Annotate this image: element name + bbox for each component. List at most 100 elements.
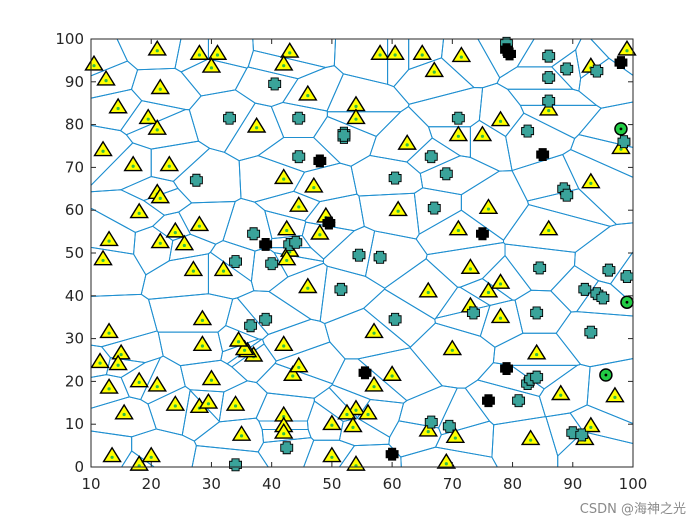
plus-marker	[280, 441, 294, 455]
x-tick-label: 90	[563, 475, 582, 493]
circle-center-dot	[604, 373, 608, 377]
triangle-center-dot	[221, 269, 226, 273]
triangle-center-dot	[155, 385, 159, 389]
triangle-marker	[282, 365, 303, 381]
plus-marker	[229, 458, 242, 472]
triangle-marker	[445, 427, 466, 444]
y-tick-label: 100	[55, 30, 84, 48]
plus-marker-black	[482, 394, 495, 408]
triangle-center-dot	[426, 430, 430, 434]
triangle-center-dot	[318, 233, 322, 237]
triangle-marker	[442, 339, 463, 356]
triangle-center-dot	[282, 344, 286, 348]
triangle-center-dot	[242, 348, 247, 352]
triangle-center-dot	[191, 269, 195, 273]
triangle-center-dot	[158, 196, 162, 200]
x-tick-label: 70	[443, 475, 462, 493]
triangle-center-dot	[498, 316, 503, 320]
triangle-marker	[304, 176, 324, 193]
triangle-marker	[478, 198, 499, 215]
triangle-marker	[129, 371, 149, 388]
voronoi-cell	[577, 101, 633, 148]
plus-marker	[244, 319, 258, 333]
triangle-marker	[228, 330, 249, 347]
triangle-center-dot	[206, 402, 211, 406]
triangle-marker	[310, 223, 330, 240]
triangle-marker	[165, 221, 186, 238]
plus-marker-black	[322, 216, 336, 230]
triangle-marker	[273, 422, 294, 439]
triangle-center-dot	[291, 374, 295, 378]
triangle-marker	[150, 232, 171, 249]
triangle-marker	[472, 125, 493, 142]
voronoi-cell	[225, 297, 269, 340]
triangle-center-dot	[613, 395, 617, 399]
triangle-marker	[478, 281, 499, 298]
triangle-center-dot	[547, 228, 551, 233]
x-tick-label: 20	[142, 475, 161, 493]
triangle-marker	[424, 61, 445, 78]
triangle-marker	[96, 69, 116, 86]
plus-marker-black	[500, 362, 513, 376]
y-tick-label: 80	[65, 116, 84, 134]
triangle-center-dot	[158, 241, 162, 245]
plus-marker	[590, 64, 604, 78]
triangle-center-dot	[432, 70, 436, 74]
triangle-marker	[273, 335, 294, 351]
triangle-marker	[93, 140, 113, 157]
plus-marker	[617, 135, 631, 149]
triangle-marker	[382, 365, 402, 381]
voronoi-cell	[407, 86, 484, 128]
triangle-center-dot	[200, 318, 205, 322]
triangle-marker	[279, 42, 300, 58]
triangle-marker	[412, 44, 432, 60]
triangle-center-dot	[366, 412, 370, 417]
triangle-center-dot	[393, 53, 397, 57]
y-tick-label: 40	[65, 287, 84, 305]
triangle-center-dot	[486, 207, 491, 211]
triangle-center-dot	[92, 64, 96, 68]
triangle-center-dot	[285, 228, 289, 233]
triangle-center-dot	[625, 49, 629, 53]
triangle-center-dot	[255, 126, 259, 130]
triangle-center-dot	[173, 231, 177, 235]
triangle-center-dot	[104, 79, 108, 83]
triangle-marker	[298, 277, 318, 294]
triangle-marker	[165, 395, 186, 411]
voronoi-cell	[438, 387, 491, 436]
triangle-center-dot	[116, 106, 120, 111]
triangle-center-dot	[137, 380, 141, 384]
triangle-center-dot	[149, 455, 153, 459]
triangle-marker	[520, 429, 541, 446]
triangle-center-dot	[619, 147, 623, 151]
triangle-marker	[538, 99, 559, 116]
plus-marker	[337, 128, 351, 142]
plus-marker	[530, 306, 544, 320]
plus-marker	[352, 248, 366, 262]
triangle-marker	[246, 116, 267, 133]
triangle-center-dot	[459, 55, 463, 59]
triangle-center-dot	[101, 149, 105, 153]
triangle-marker	[298, 84, 318, 101]
x-tick-label: 80	[503, 475, 522, 493]
triangle-marker	[388, 200, 408, 217]
triangle-marker	[207, 44, 228, 60]
triangle-center-dot	[239, 434, 244, 438]
triangle-marker	[346, 399, 366, 416]
plus-marker	[542, 49, 556, 63]
triangle-marker	[605, 386, 625, 403]
triangle-marker	[322, 414, 342, 431]
triangle-marker	[526, 343, 547, 360]
triangle-marker	[108, 354, 128, 371]
triangle-center-dot	[146, 117, 150, 121]
triangle-marker	[418, 281, 438, 298]
voronoi-edges	[91, 39, 633, 467]
plus-marker	[596, 291, 610, 305]
triangle-marker	[538, 219, 559, 236]
triangle-center-dot	[456, 228, 460, 233]
triangle-center-dot	[236, 340, 241, 344]
triangle-center-dot	[233, 404, 238, 408]
plus-marker	[542, 71, 556, 84]
triangle-center-dot	[110, 455, 114, 459]
triangle-marker	[385, 44, 405, 60]
